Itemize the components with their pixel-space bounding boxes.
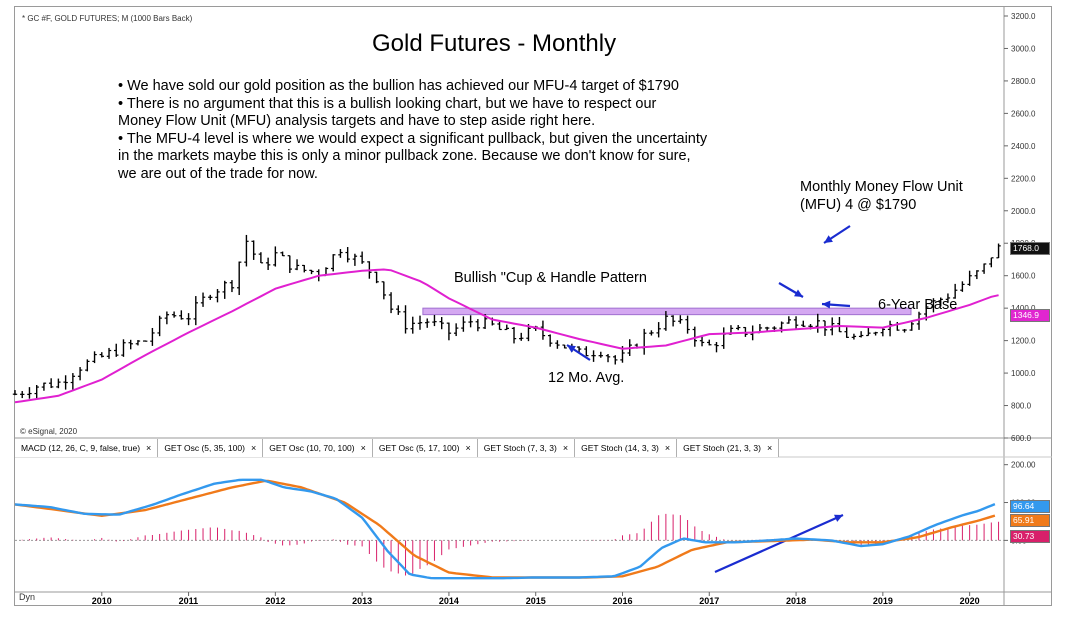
price-tick-label: 2200.0 — [1011, 174, 1036, 183]
avg-arrow-head — [567, 345, 576, 353]
macd-line — [14, 478, 996, 580]
handle-arrow-head — [794, 289, 803, 297]
tab-label: GET Stoch (7, 3, 3) — [483, 443, 557, 453]
close-icon[interactable]: × — [766, 443, 773, 453]
tab-label: GET Osc (10, 70, 100) — [269, 443, 355, 453]
base-arrow — [821, 300, 851, 309]
tab-get-osc-10-70[interactable]: GET Osc (10, 70, 100) × — [263, 439, 373, 457]
macd-line-badge: 96.64 — [1010, 500, 1050, 513]
year-tick-label: 2010 — [92, 596, 112, 606]
mfu-annotation-line: (MFU) 4 @ $1790 — [800, 197, 917, 213]
symbol-label: * GC #F, GOLD FUTURES; M (1000 Bars Back… — [22, 14, 193, 23]
macd-histogram — [21, 513, 1000, 576]
macd-histogram-badge: 30.73 — [1010, 530, 1050, 543]
chart-title: Gold Futures - Monthly — [372, 30, 617, 57]
tab-label: GET Stoch (21, 3, 3) — [683, 443, 761, 453]
mfu-arrow — [823, 225, 851, 244]
tab-get-osc-5-35[interactable]: GET Osc (5, 35, 100) × — [158, 439, 264, 457]
last-price-badge: 1768.0 — [1010, 242, 1050, 255]
tab-label: GET Osc (5, 35, 100) — [164, 443, 245, 453]
tab-get-stoch-14[interactable]: GET Stoch (14, 3, 3) × — [575, 439, 678, 457]
chart-frame — [14, 6, 1052, 606]
close-icon[interactable]: × — [146, 443, 152, 453]
macd-tick-label: 200.00 — [1011, 461, 1036, 470]
bullet-line: • The MFU-4 level is where we would expe… — [118, 130, 708, 147]
close-icon[interactable]: × — [465, 443, 471, 453]
bullet-line: in the markets maybe this is only a mino… — [118, 148, 691, 165]
price-tick-label: 3200.0 — [1011, 12, 1036, 21]
price-tick-label: 800.0 — [1011, 402, 1032, 411]
year-tick-label: 2013 — [352, 596, 372, 606]
macd-signal-badge: 65.91 — [1010, 514, 1050, 527]
mfu-annotation: Monthly Money Flow Unit (MFU) 4 @ $1790 — [800, 178, 963, 214]
close-icon[interactable]: × — [664, 443, 671, 453]
dyn-label[interactable]: Dyn — [19, 592, 36, 602]
bullet-line: • We have sold our gold position as the … — [118, 78, 679, 94]
price-tick-label: 2600.0 — [1011, 109, 1036, 118]
six-year-base-zone — [422, 307, 912, 316]
macd-trend-arrow — [714, 513, 844, 574]
indicator-tabs: MACD (12, 26, C, 9, false, true) × GET Os… — [15, 439, 780, 457]
close-icon[interactable]: × — [360, 443, 366, 453]
year-tick-label: 2014 — [439, 596, 459, 606]
year-tick-label: 2017 — [699, 596, 719, 606]
moving-average-badge: 1346.9 — [1010, 309, 1050, 322]
year-tick-label: 2011 — [179, 596, 199, 606]
close-icon[interactable]: × — [562, 443, 569, 453]
tab-label: GET Osc (5, 17, 100) — [378, 443, 460, 453]
six-year-base-annotation: 6-Year Base — [878, 297, 958, 313]
tab-label: GET Stoch (14, 3, 3) — [581, 443, 659, 453]
bullet-line: • There is no argument that this is a bu… — [118, 95, 657, 112]
year-tick-label: 2019 — [873, 596, 893, 606]
price-tick-label: 1000.0 — [1011, 369, 1036, 378]
price-tick-label: 1600.0 — [1011, 272, 1036, 281]
year-tick-label: 2020 — [960, 596, 980, 606]
macd-signal-line — [14, 479, 996, 579]
price-tick-label: 2800.0 — [1011, 77, 1036, 86]
price-tick-label: 1200.0 — [1011, 337, 1036, 346]
year-tick-label: 2018 — [786, 596, 806, 606]
avg-arrow — [566, 344, 591, 361]
price-tick-label: 2400.0 — [1011, 142, 1036, 151]
price-tick-label: 600.0 — [1011, 434, 1032, 443]
moving-average-annotation: 12 Mo. Avg. — [548, 370, 625, 386]
tab-label: MACD (12, 26, C, 9, false, true) — [21, 443, 141, 453]
moving-average-line — [14, 268, 999, 404]
price-bars — [12, 234, 1001, 400]
year-tick-label: 2016 — [612, 596, 632, 606]
cup-handle-annotation: Bullish "Cup & Handle Pattern — [454, 270, 647, 286]
tab-get-stoch-21[interactable]: GET Stoch (21, 3, 3) × — [677, 439, 780, 457]
commentary-bullets: • We have sold our gold position as the … — [118, 78, 707, 184]
bullet-line: we are out of the trade for now. — [118, 165, 318, 182]
mfu-arrow-head — [824, 235, 833, 243]
year-tick-label: 2015 — [526, 596, 546, 606]
bullet-line: Money Flow Unit (MFU) analysis targets a… — [118, 113, 596, 130]
year-tick-label: 2012 — [265, 596, 285, 606]
tab-get-osc-5-17[interactable]: GET Osc (5, 17, 100) × — [372, 439, 478, 457]
price-tick-label: 3000.0 — [1011, 44, 1036, 53]
close-icon[interactable]: × — [250, 443, 257, 453]
tab-get-stoch-7[interactable]: GET Stoch (7, 3, 3) × — [477, 439, 576, 457]
mfu-annotation-line: Monthly Money Flow Unit — [800, 179, 963, 195]
macd-trend-arrow-head — [834, 514, 843, 522]
tab-macd[interactable]: MACD (12, 26, C, 9, false, true) × — [15, 439, 159, 457]
copyright-label: © eSignal, 2020 — [20, 427, 78, 436]
macd-trend-arrow-shaft — [714, 513, 844, 574]
price-tick-label: 1400.0 — [1011, 304, 1036, 313]
handle-arrow — [778, 282, 804, 298]
price-tick-label: 2000.0 — [1011, 207, 1036, 216]
base-arrow-head — [822, 300, 831, 309]
